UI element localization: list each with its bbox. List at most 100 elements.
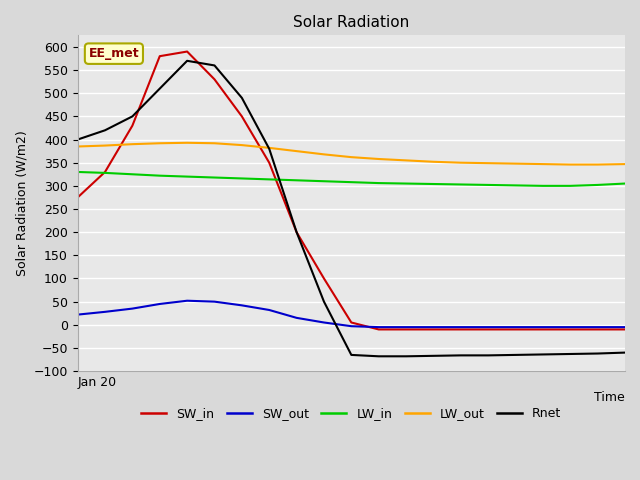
LW_out xyxy=(484,160,492,166)
SW_in xyxy=(539,326,547,332)
SW_in xyxy=(484,326,492,332)
LW_out xyxy=(129,141,136,147)
LW_in xyxy=(512,182,520,188)
SW_in xyxy=(348,320,355,325)
Rnet xyxy=(320,299,328,304)
LW_out xyxy=(621,161,629,167)
SW_out xyxy=(183,298,191,304)
SW_out xyxy=(211,299,218,304)
SW_out xyxy=(594,324,602,330)
Rnet xyxy=(375,353,383,359)
LW_in xyxy=(484,182,492,188)
SW_out xyxy=(457,324,465,330)
SW_out xyxy=(484,324,492,330)
Legend: SW_in, SW_out, LW_in, LW_out, Rnet: SW_in, SW_out, LW_in, LW_out, Rnet xyxy=(136,402,566,425)
Rnet xyxy=(402,353,410,359)
Y-axis label: Solar Radiation (W/m2): Solar Radiation (W/m2) xyxy=(15,131,28,276)
SW_in xyxy=(238,113,246,119)
Rnet xyxy=(211,62,218,68)
Rnet xyxy=(238,95,246,101)
LW_in xyxy=(457,181,465,187)
SW_out xyxy=(566,324,574,330)
SW_in xyxy=(375,326,383,332)
SW_in xyxy=(621,326,629,332)
LW_out xyxy=(375,156,383,162)
SW_in xyxy=(74,194,81,200)
SW_in xyxy=(594,326,602,332)
Rnet xyxy=(621,350,629,356)
SW_in xyxy=(211,76,218,82)
LW_out xyxy=(156,140,164,146)
LW_out xyxy=(211,140,218,146)
LW_in xyxy=(211,175,218,180)
LW_out xyxy=(348,154,355,160)
Rnet xyxy=(512,352,520,358)
Line: SW_in: SW_in xyxy=(77,51,625,329)
LW_in xyxy=(74,169,81,175)
Rnet xyxy=(594,351,602,357)
Text: Time: Time xyxy=(595,391,625,404)
SW_out xyxy=(348,324,355,329)
Rnet xyxy=(484,352,492,358)
Rnet xyxy=(457,352,465,358)
LW_out xyxy=(292,148,300,154)
SW_in xyxy=(183,48,191,54)
LW_in xyxy=(266,177,273,182)
LW_out xyxy=(566,162,574,168)
LW_in xyxy=(539,183,547,189)
SW_out xyxy=(238,302,246,308)
SW_in xyxy=(512,326,520,332)
LW_in xyxy=(594,182,602,188)
Line: LW_out: LW_out xyxy=(77,143,625,165)
SW_in xyxy=(266,160,273,166)
LW_in xyxy=(320,179,328,184)
LW_out xyxy=(457,160,465,166)
Line: Rnet: Rnet xyxy=(77,61,625,356)
LW_out xyxy=(594,162,602,168)
Rnet xyxy=(101,127,109,133)
LW_out xyxy=(539,161,547,167)
SW_in xyxy=(566,326,574,332)
SW_out xyxy=(129,306,136,312)
SW_in xyxy=(129,123,136,129)
SW_in xyxy=(156,53,164,59)
LW_in xyxy=(238,176,246,181)
LW_out xyxy=(101,143,109,148)
LW_in xyxy=(402,180,410,186)
SW_in xyxy=(101,169,109,175)
Rnet xyxy=(129,113,136,119)
SW_in xyxy=(292,229,300,235)
SW_in xyxy=(402,326,410,332)
SW_in xyxy=(320,276,328,281)
SW_out xyxy=(74,312,81,317)
LW_out xyxy=(183,140,191,145)
LW_out xyxy=(266,145,273,151)
SW_in xyxy=(457,326,465,332)
LW_out xyxy=(74,144,81,149)
SW_out xyxy=(621,324,629,330)
LW_out xyxy=(429,159,437,165)
LW_out xyxy=(402,157,410,163)
LW_out xyxy=(320,152,328,157)
Rnet xyxy=(183,58,191,64)
Text: EE_met: EE_met xyxy=(88,47,140,60)
SW_out xyxy=(266,307,273,313)
Rnet xyxy=(566,351,574,357)
LW_in xyxy=(292,178,300,183)
LW_in xyxy=(566,183,574,189)
LW_in xyxy=(183,174,191,180)
Rnet xyxy=(348,352,355,358)
SW_in xyxy=(429,326,437,332)
LW_in xyxy=(129,171,136,177)
SW_out xyxy=(101,309,109,315)
SW_out xyxy=(429,324,437,330)
Rnet xyxy=(156,86,164,92)
SW_out xyxy=(402,324,410,330)
LW_out xyxy=(512,161,520,167)
SW_out xyxy=(375,324,383,330)
Rnet xyxy=(292,229,300,235)
SW_out xyxy=(320,320,328,325)
Rnet xyxy=(74,137,81,143)
Rnet xyxy=(429,353,437,359)
Line: SW_out: SW_out xyxy=(77,301,625,327)
